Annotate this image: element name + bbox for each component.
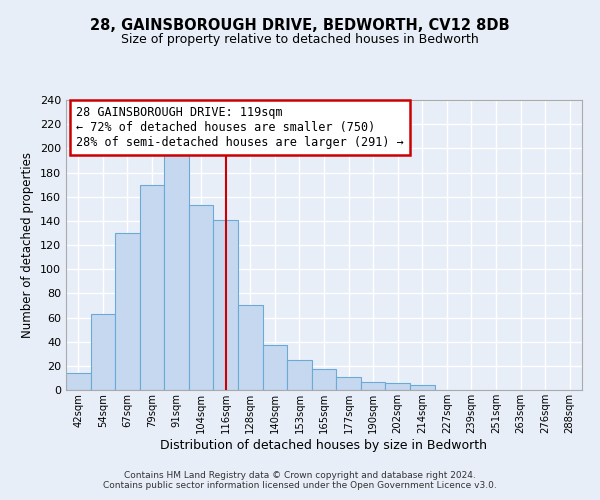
Text: Contains HM Land Registry data © Crown copyright and database right 2024.
Contai: Contains HM Land Registry data © Crown c… [103,470,497,490]
Y-axis label: Number of detached properties: Number of detached properties [22,152,34,338]
X-axis label: Distribution of detached houses by size in Bedworth: Distribution of detached houses by size … [161,438,487,452]
Bar [164,148,189,390]
Bar [214,220,238,390]
Text: 28 GAINSBOROUGH DRIVE: 119sqm
← 72% of detached houses are smaller (750)
28% of : 28 GAINSBOROUGH DRIVE: 119sqm ← 72% of d… [76,106,404,149]
Bar [263,346,287,390]
Bar [91,314,115,390]
Bar [312,370,336,390]
Bar [189,205,214,390]
Bar [336,376,361,390]
Bar [115,233,140,390]
Text: Size of property relative to detached houses in Bedworth: Size of property relative to detached ho… [121,32,479,46]
Bar [66,373,91,390]
Bar [287,360,312,390]
Bar [140,184,164,390]
Bar [385,383,410,390]
Bar [361,382,385,390]
Bar [238,306,263,390]
Text: 28, GAINSBOROUGH DRIVE, BEDWORTH, CV12 8DB: 28, GAINSBOROUGH DRIVE, BEDWORTH, CV12 8… [90,18,510,32]
Bar [410,385,434,390]
